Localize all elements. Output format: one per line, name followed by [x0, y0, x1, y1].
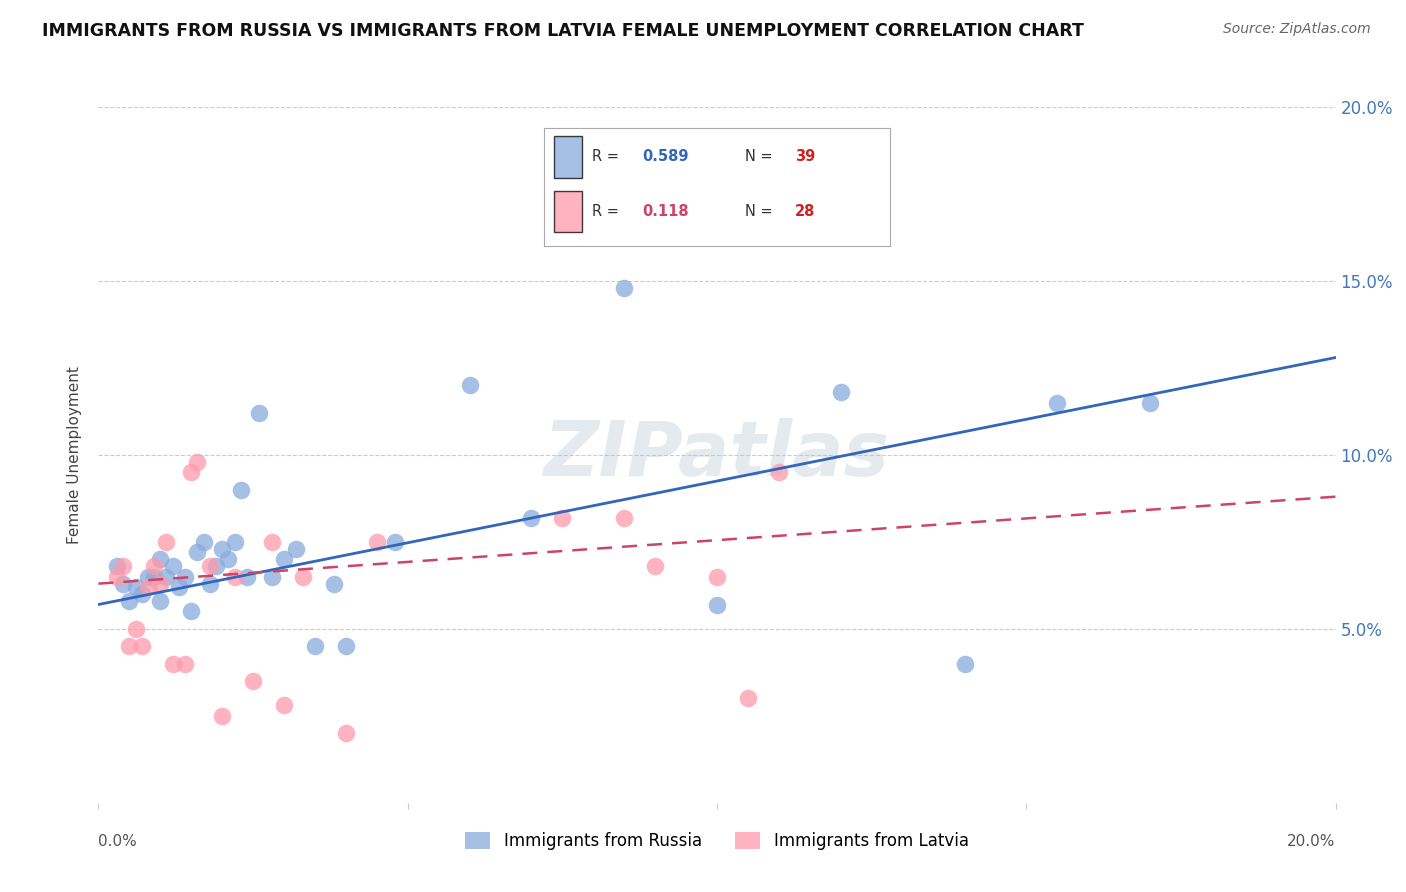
Point	[193, 534, 215, 549]
Point	[143, 570, 166, 584]
Point	[186, 455, 208, 469]
Point	[149, 576, 172, 591]
Point	[1046, 396, 1069, 410]
Point	[335, 726, 357, 740]
Point	[180, 466, 202, 480]
Point	[322, 576, 344, 591]
Point	[304, 639, 326, 653]
Point	[551, 510, 574, 524]
Text: Source: ZipAtlas.com: Source: ZipAtlas.com	[1223, 22, 1371, 37]
Point	[131, 639, 153, 653]
Point	[953, 657, 976, 671]
Point	[273, 552, 295, 566]
Point	[236, 570, 259, 584]
Point	[124, 580, 146, 594]
Point	[167, 580, 190, 594]
Point	[136, 580, 159, 594]
Point	[124, 622, 146, 636]
Point	[260, 570, 283, 584]
Point	[242, 674, 264, 689]
Point	[384, 534, 406, 549]
Point	[211, 708, 233, 723]
Point	[520, 510, 543, 524]
Point	[229, 483, 252, 497]
Point	[105, 559, 128, 574]
Point	[198, 576, 221, 591]
Point	[830, 385, 852, 400]
Point	[155, 570, 177, 584]
Point	[118, 639, 141, 653]
Point	[131, 587, 153, 601]
Point	[155, 534, 177, 549]
Point	[174, 570, 197, 584]
Point	[273, 698, 295, 713]
Point	[149, 594, 172, 608]
Point	[737, 691, 759, 706]
Point	[174, 657, 197, 671]
Text: 20.0%: 20.0%	[1288, 834, 1336, 849]
Text: IMMIGRANTS FROM RUSSIA VS IMMIGRANTS FROM LATVIA FEMALE UNEMPLOYMENT CORRELATION: IMMIGRANTS FROM RUSSIA VS IMMIGRANTS FRO…	[42, 22, 1084, 40]
Point	[706, 598, 728, 612]
Point	[291, 570, 314, 584]
Point	[613, 510, 636, 524]
Point	[335, 639, 357, 653]
Point	[162, 657, 184, 671]
Point	[1139, 396, 1161, 410]
Text: 0.0%: 0.0%	[98, 834, 138, 849]
Point	[180, 605, 202, 619]
Point	[118, 594, 141, 608]
Point	[143, 559, 166, 574]
Point	[613, 281, 636, 295]
Point	[366, 534, 388, 549]
Point	[458, 378, 481, 392]
Legend: Immigrants from Russia, Immigrants from Latvia: Immigrants from Russia, Immigrants from …	[458, 826, 976, 857]
Point	[105, 570, 128, 584]
Point	[136, 570, 159, 584]
Point	[260, 534, 283, 549]
Point	[224, 570, 246, 584]
Y-axis label: Female Unemployment: Female Unemployment	[67, 366, 83, 544]
Point	[205, 559, 228, 574]
Point	[149, 552, 172, 566]
Point	[768, 466, 790, 480]
Point	[706, 570, 728, 584]
Point	[112, 576, 135, 591]
Point	[211, 541, 233, 556]
Point	[162, 559, 184, 574]
Point	[217, 552, 239, 566]
Point	[112, 559, 135, 574]
Text: ZIPatlas: ZIPatlas	[544, 418, 890, 491]
Point	[198, 559, 221, 574]
Point	[247, 406, 270, 420]
Point	[224, 534, 246, 549]
Point	[644, 559, 666, 574]
Point	[285, 541, 308, 556]
Point	[186, 545, 208, 559]
